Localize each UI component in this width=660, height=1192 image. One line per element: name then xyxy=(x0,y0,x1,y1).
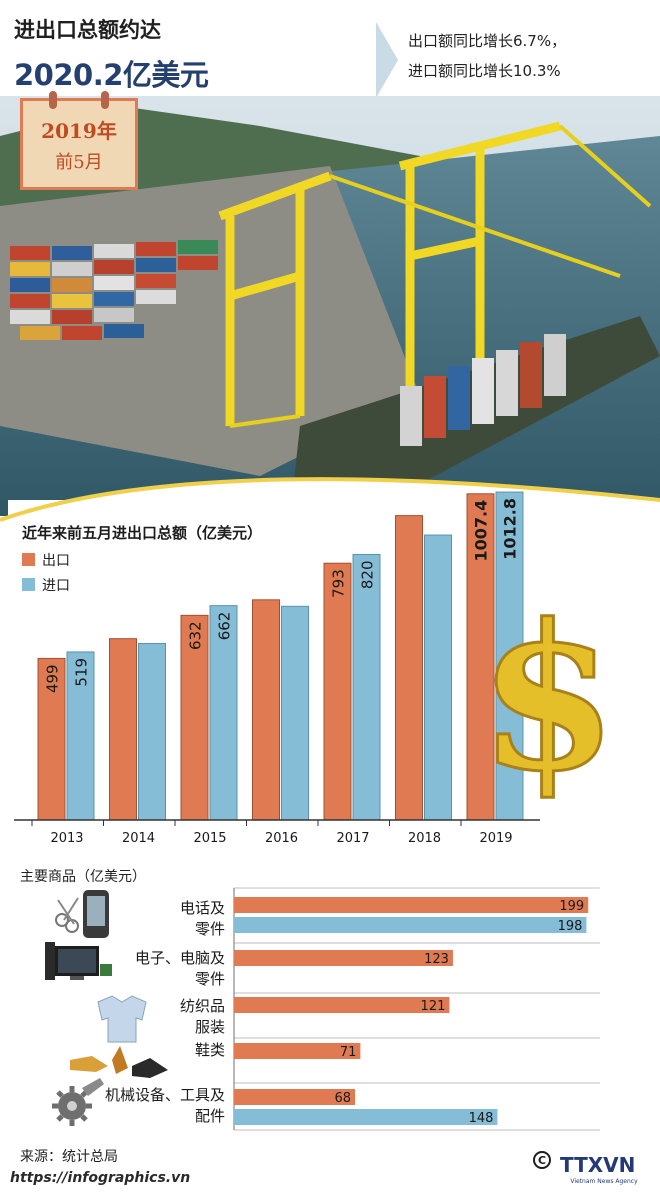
goods-category-label-line: 配件 xyxy=(194,1107,225,1125)
goods-bar-import xyxy=(234,917,587,933)
goods-category-label-line: 鞋类 xyxy=(194,1041,225,1059)
trend-chart-title: 近年来前五月进出口总额（亿美元） xyxy=(22,524,263,542)
goods-category-label-line: 服装 xyxy=(194,1018,225,1036)
ttxvn-logo: C TTXVN Vietnam News Agency xyxy=(530,1148,650,1188)
header xyxy=(0,0,660,100)
legend-label-export: 出口 xyxy=(42,553,70,569)
mobile-phone-icon xyxy=(55,890,109,938)
bar-import xyxy=(138,643,166,821)
bar-import xyxy=(66,651,95,821)
bar-value-label: 519 xyxy=(73,658,91,687)
goods-category-label: 电子、电脑及零件 xyxy=(135,948,225,990)
x-tick-label: 2015 xyxy=(193,831,226,846)
goods-value-label: 198 xyxy=(558,919,583,934)
goods-value-label: 199 xyxy=(559,899,584,914)
shoes-icon xyxy=(70,1046,168,1078)
svg-text:TTXVN: TTXVN xyxy=(560,1153,635,1177)
import-growth-text: 进口额同比增长10.3% xyxy=(408,62,561,80)
shirt-icon xyxy=(97,995,147,1043)
svg-text:C: C xyxy=(538,1154,546,1167)
legend-swatch-import xyxy=(22,578,35,591)
bar-import xyxy=(209,605,238,821)
badge-period: 前5月 xyxy=(55,152,103,173)
goods-category-label: 纺织品服装 xyxy=(180,996,225,1038)
source-note: 来源：统计总局 xyxy=(20,1149,118,1165)
bar-import xyxy=(424,534,452,821)
bar-export xyxy=(37,657,66,821)
export-growth-text: 出口额同比增长6.7%， xyxy=(408,32,567,50)
goods-bar-export xyxy=(234,897,589,913)
calendar-ring-icon xyxy=(101,91,109,109)
headline-line1: 进出口总额约达 xyxy=(14,18,161,42)
period-badge: 2019年 前5月 xyxy=(20,91,138,190)
x-tick-label: 2019 xyxy=(479,831,512,846)
goods-value-label: 68 xyxy=(334,1091,351,1106)
bar-import xyxy=(352,553,381,821)
bar-value-label: 662 xyxy=(216,612,234,641)
goods-bar-export xyxy=(234,1043,361,1059)
goods-value-label: 71 xyxy=(340,1045,357,1060)
svg-text:Vietnam News Agency: Vietnam News Agency xyxy=(570,1178,638,1185)
dollar-sign-icon: $ xyxy=(477,580,619,818)
goods-category-label: 电话及零件 xyxy=(180,898,225,940)
goods-value-label: 123 xyxy=(424,952,449,967)
goods-bar-import xyxy=(234,1109,498,1125)
goods-chart: 199 198 123 121 71 68 148 xyxy=(45,887,600,1131)
x-tick-label: 2014 xyxy=(122,831,155,846)
goods-category-label-line: 电话及 xyxy=(179,899,225,917)
bar-export xyxy=(323,562,352,821)
calendar-ring-icon xyxy=(49,91,57,109)
gear-icon xyxy=(52,1078,104,1126)
goods-bar-export xyxy=(234,950,453,966)
goods-section-title: 主要商品（亿美元） xyxy=(20,869,146,885)
x-tick-label: 2018 xyxy=(408,831,441,846)
bar-value-label: 820 xyxy=(359,560,377,589)
bar-export xyxy=(180,614,209,821)
goods-category-label-line: 机械设备、工具及 xyxy=(104,1086,225,1104)
bar-value-label: 1012.8 xyxy=(501,498,520,560)
x-tick-label: 2016 xyxy=(265,831,298,846)
legend-label-import: 进口 xyxy=(42,578,70,594)
headline-total: 2020.2亿美元 xyxy=(14,58,209,92)
bar-export xyxy=(395,515,423,821)
bar-export xyxy=(252,599,280,821)
goods-category-label-line: 纺织品 xyxy=(179,997,225,1015)
goods-bar-export xyxy=(234,1089,356,1105)
x-tick-label: 2013 xyxy=(50,831,83,846)
bar-value-label: 793 xyxy=(330,569,348,598)
badge-year: 2019年 xyxy=(41,119,117,143)
svg-text:$: $ xyxy=(478,581,617,816)
goods-value-label: 148 xyxy=(469,1111,494,1126)
goods-category-label: 鞋类 xyxy=(195,1040,225,1061)
trend-chart: 499 519 632 662 793 820 1007.4 1012.8 2013 2014 2… xyxy=(0,477,660,846)
goods-category-label-line: 电子、电脑及 xyxy=(134,949,225,967)
arrow-right-icon xyxy=(376,22,398,98)
x-tick-label: 2017 xyxy=(336,831,369,846)
goods-value-label: 121 xyxy=(421,999,446,1014)
bar-import xyxy=(281,605,309,821)
goods-category-label: 机械设备、工具及配件 xyxy=(105,1085,225,1127)
goods-bar-export xyxy=(234,997,450,1013)
bar-export xyxy=(109,638,137,821)
copyright-icon xyxy=(533,1151,551,1169)
goods-category-label-line: 零件 xyxy=(194,920,225,938)
footer-bar xyxy=(0,1166,660,1191)
bar-value-label: 499 xyxy=(44,664,62,693)
bar-export xyxy=(466,493,495,821)
computer-icon xyxy=(45,942,112,980)
bar-value-label: 1007.4 xyxy=(472,500,491,562)
goods-category-label-line: 零件 xyxy=(194,970,225,988)
legend-swatch-export xyxy=(22,553,35,566)
site-url-link[interactable]: https://infographics.vn xyxy=(10,1170,191,1186)
bar-value-label: 632 xyxy=(187,621,205,650)
